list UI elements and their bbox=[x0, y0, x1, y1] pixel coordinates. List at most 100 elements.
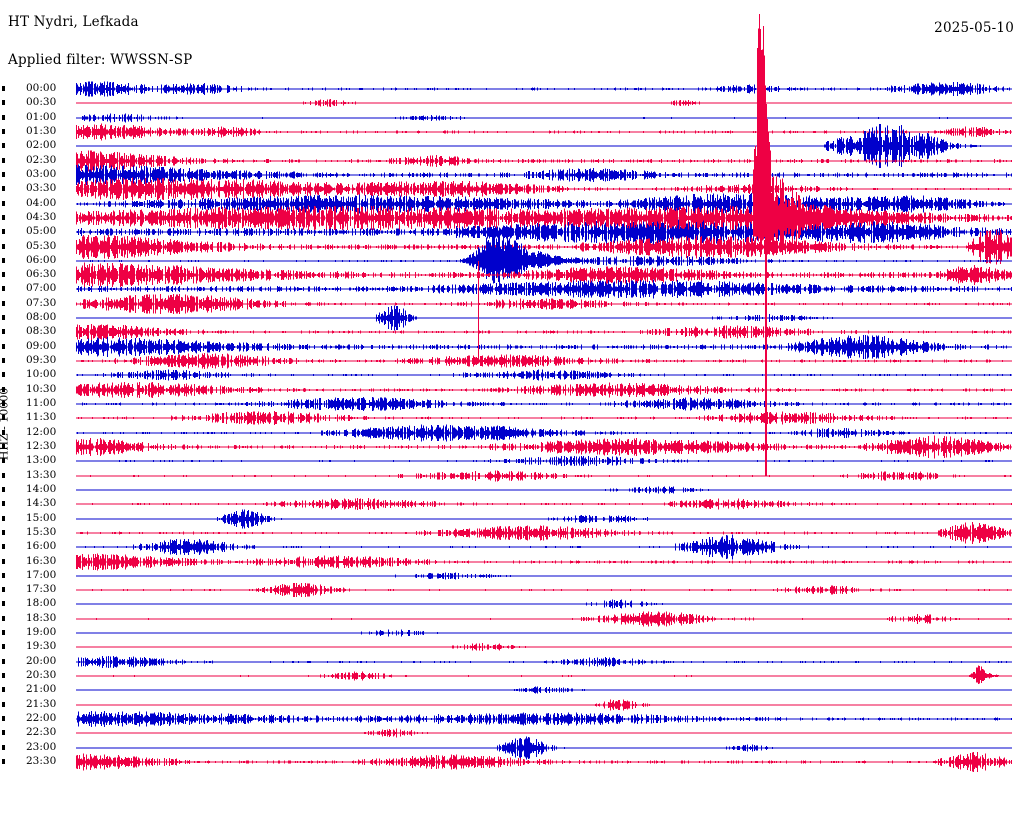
time-axis-label: 06:30 bbox=[26, 268, 57, 281]
waveform-trace bbox=[76, 272, 1012, 392]
waveform-trace bbox=[76, 344, 1012, 464]
time-axis-label: 00:30 bbox=[26, 96, 57, 109]
axis-tick bbox=[2, 515, 5, 521]
waveform-trace bbox=[76, 373, 1012, 493]
axis-tick bbox=[2, 759, 5, 764]
time-axis-label: 02:00 bbox=[26, 139, 57, 152]
waveform-trace bbox=[76, 330, 1012, 450]
trace-row: 13:30 bbox=[0, 469, 1024, 484]
time-axis-label: 01:30 bbox=[26, 124, 57, 137]
time-axis-label: 22:00 bbox=[26, 712, 57, 725]
waveform-trace bbox=[76, 616, 1012, 736]
axis-tick bbox=[2, 673, 5, 679]
time-axis-label: 04:30 bbox=[26, 210, 57, 223]
time-axis-label: 03:00 bbox=[26, 167, 57, 180]
trace-rows-container: 00:00 00:30 01:00 01:30 02:00 02:30 03:00 03:30… bbox=[0, 13, 1024, 772]
axis-tick bbox=[2, 343, 5, 349]
time-axis-label: 17:30 bbox=[26, 583, 57, 596]
waveform-trace bbox=[76, 387, 1012, 507]
waveform-trace bbox=[76, 315, 1012, 435]
trace-row: 19:30 bbox=[0, 640, 1024, 655]
time-axis-label: 12:30 bbox=[26, 439, 57, 452]
axis-tick bbox=[2, 601, 5, 607]
axis-tick bbox=[2, 229, 5, 235]
waveform-trace bbox=[76, 673, 1012, 793]
axis-tick bbox=[2, 200, 5, 206]
trace-row: 23:30 bbox=[0, 752, 1024, 772]
waveform-trace bbox=[76, 602, 1012, 722]
trace-row: 03:00 bbox=[0, 164, 1024, 186]
axis-tick bbox=[2, 486, 5, 492]
time-axis-label: 05:30 bbox=[26, 239, 57, 252]
axis-tick bbox=[2, 615, 5, 621]
waveform-trace bbox=[76, 43, 1012, 163]
vertical-timing-line bbox=[764, 217, 767, 476]
time-axis-label: 21:30 bbox=[26, 697, 57, 710]
axis-tick bbox=[2, 358, 5, 364]
axis-tick bbox=[2, 86, 5, 91]
trace-row: 13:00 bbox=[0, 454, 1024, 469]
trace-row: 00:00 bbox=[0, 81, 1024, 97]
time-axis-label: 22:30 bbox=[26, 726, 57, 739]
waveform-trace bbox=[76, 358, 1012, 478]
axis-tick bbox=[2, 372, 5, 378]
time-axis-label: 03:30 bbox=[26, 182, 57, 195]
axis-tick bbox=[2, 744, 5, 750]
time-axis-label: 07:30 bbox=[26, 296, 57, 309]
trace-row: 10:30 bbox=[0, 381, 1024, 398]
waveform-trace bbox=[76, 559, 1012, 679]
time-axis-label: 13:00 bbox=[26, 454, 57, 467]
waveform-trace bbox=[76, 473, 1012, 593]
waveform-trace bbox=[76, 487, 1012, 607]
axis-tick bbox=[2, 300, 5, 306]
waveform-trace bbox=[76, 129, 1012, 249]
waveform-trace bbox=[76, 229, 1012, 349]
time-axis-label: 23:30 bbox=[26, 755, 57, 767]
trace-row: 02:00 bbox=[0, 124, 1024, 169]
waveform-trace bbox=[76, 58, 1012, 178]
trace-row: 01:30 bbox=[0, 123, 1024, 141]
time-axis-label: 05:00 bbox=[26, 225, 57, 238]
axis-tick bbox=[2, 143, 5, 149]
trace-row: 21:00 bbox=[0, 683, 1024, 698]
axis-tick bbox=[2, 128, 5, 134]
waveform-trace bbox=[76, 459, 1012, 579]
waveform-trace bbox=[76, 502, 1012, 622]
axis-tick bbox=[2, 587, 5, 593]
trace-row: 04:30 bbox=[0, 13, 1024, 256]
axis-tick bbox=[2, 529, 5, 535]
axis-tick bbox=[2, 401, 5, 407]
time-axis-label: 19:30 bbox=[26, 640, 57, 653]
time-axis-label: 08:00 bbox=[26, 311, 57, 324]
trace-row: 14:30 bbox=[0, 497, 1024, 512]
time-axis-label: 12:00 bbox=[26, 425, 57, 438]
time-axis-label: 20:00 bbox=[26, 654, 57, 667]
trace-row: 09:00 bbox=[0, 334, 1024, 359]
axis-tick bbox=[2, 214, 5, 220]
waveform-trace bbox=[76, 401, 1012, 521]
waveform-trace bbox=[76, 702, 1012, 822]
waveform-trace bbox=[76, 201, 1012, 321]
axis-tick bbox=[2, 257, 5, 263]
time-axis-label: 16:30 bbox=[26, 554, 57, 567]
trace-row: 12:00 bbox=[0, 424, 1024, 442]
waveform-trace bbox=[76, 29, 1012, 149]
trace-row: 01:00 bbox=[0, 111, 1024, 126]
axis-tick bbox=[2, 243, 5, 249]
trace-row: 15:00 bbox=[0, 509, 1024, 529]
helicorder-plot: HT Nydri, Lefkada Applied filter: WWSSN-… bbox=[0, 13, 1024, 772]
axis-tick bbox=[2, 186, 5, 192]
axis-tick bbox=[2, 286, 5, 292]
waveform-trace bbox=[76, 101, 1012, 221]
trace-row: 17:30 bbox=[0, 583, 1024, 598]
waveform-trace bbox=[76, 587, 1012, 707]
trace-row: 08:00 bbox=[0, 305, 1024, 331]
axis-tick bbox=[2, 558, 5, 564]
axis-tick bbox=[2, 658, 5, 664]
time-axis-label: 00:00 bbox=[26, 82, 57, 94]
axis-tick bbox=[2, 687, 5, 693]
waveform-trace bbox=[76, 144, 1012, 264]
waveform-trace bbox=[76, 72, 1012, 192]
axis-tick bbox=[2, 100, 5, 106]
trace-row: 16:30 bbox=[0, 553, 1024, 570]
